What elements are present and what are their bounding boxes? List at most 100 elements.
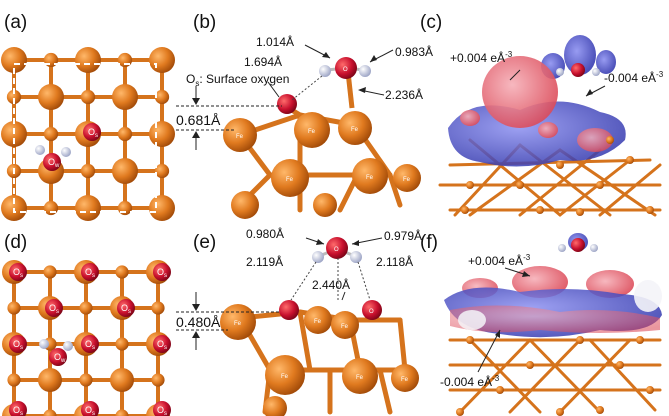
fe-atom <box>526 361 534 369</box>
fe-atom <box>115 265 129 279</box>
svg-text:Fe: Fe <box>341 324 349 330</box>
fe-atom <box>79 301 93 315</box>
fe-atom <box>154 163 170 179</box>
fe-atom <box>112 84 138 110</box>
fe-atom <box>115 337 129 351</box>
surface-oxygen-label: Os: Surface oxygen <box>186 72 289 88</box>
panel-b-side-view: Fe Fe Fe Fe Fe Fe O <box>176 44 421 219</box>
distance-label-fe-o: 2.236Å <box>385 87 423 102</box>
svg-text:O: O <box>334 247 339 253</box>
surface-oxygen-atom <box>279 300 299 320</box>
svg-text:Fe: Fe <box>401 377 409 383</box>
fe-atom <box>636 336 644 344</box>
ow-atom-label: Ow <box>54 352 66 364</box>
os-atom-label: Os <box>88 127 98 139</box>
ow-atom-label: Ow <box>48 157 60 169</box>
positive-density-label-f: +0.004 eÅ-3 <box>468 253 531 268</box>
os-atom-label: Os <box>85 267 95 279</box>
fe-atom <box>112 158 138 184</box>
svg-text:Fe: Fe <box>366 175 374 181</box>
fe-atom <box>43 265 57 279</box>
water-hydrogen-atom <box>39 339 49 349</box>
os-atom-label: Os <box>85 405 95 416</box>
fe-atom <box>75 47 101 73</box>
fe-atom <box>556 161 564 169</box>
panel-c-charge-density <box>438 35 662 217</box>
distance-label-oh-1: 1.014Å <box>256 34 294 49</box>
os-atom-label: Os <box>13 405 23 416</box>
negative-density-label-f: -0.004 eÅ-3 <box>440 374 500 389</box>
fe-atom <box>456 408 464 416</box>
os-atom-label: Os <box>121 303 131 315</box>
surface-oxygen-atom <box>81 263 99 281</box>
distance-label-o-o-e: 2.440Å <box>312 277 350 292</box>
fe-atom <box>536 206 544 214</box>
fe-atom <box>6 89 22 105</box>
water-oxygen-atom <box>49 348 67 366</box>
svg-text:O: O <box>343 67 348 73</box>
os-atom-label: Os <box>13 339 23 351</box>
fe-atom <box>43 52 59 68</box>
fe-atom <box>117 126 133 142</box>
water-hydrogen-atom <box>359 65 371 77</box>
fe-atom <box>149 121 175 147</box>
distance-label-oh-1-e: 0.980Å <box>246 226 284 241</box>
negative-density-label-c: -0.004 eÅ-3 <box>604 70 664 85</box>
fe-atom <box>38 84 64 110</box>
os-atom-label: Os <box>157 267 167 279</box>
svg-text:Fe: Fe <box>234 321 242 327</box>
surface-oxygen-atom <box>83 123 101 141</box>
water-hydrogen-atom <box>61 147 71 157</box>
panel-e-side-view: Fe Fe Fe Fe Fe Fe O O <box>176 237 419 416</box>
fe-atom <box>154 89 170 105</box>
distance-label-hbond: 1.694Å <box>244 54 282 69</box>
svg-text:Fe: Fe <box>356 375 364 381</box>
os-atom-label: Os <box>157 405 167 416</box>
fe-atom <box>149 195 175 221</box>
fe-atom <box>461 206 469 214</box>
panel-label-a: (a) <box>4 12 27 33</box>
fe-atom <box>7 373 21 387</box>
surface-oxygen-atom <box>9 401 27 416</box>
fe-atom <box>596 181 604 189</box>
fe-atom <box>7 301 21 315</box>
svg-text:Fe: Fe <box>308 129 316 135</box>
fe-atom <box>606 136 614 144</box>
fe-atom <box>79 373 93 387</box>
water-hydrogen-atom <box>319 65 331 77</box>
surface-oxygen-atom <box>9 335 27 353</box>
surface-oxygen-atom <box>153 263 171 281</box>
fe-atom <box>466 181 474 189</box>
panel-label-c: (c) <box>420 12 442 33</box>
fe-atom <box>80 89 96 105</box>
fe-atom <box>646 386 654 394</box>
height-label-b: 0.681Å <box>176 112 221 128</box>
distance-label-oh-2: 0.983Å <box>395 44 433 59</box>
fe-atom <box>151 373 165 387</box>
fe-atom <box>110 368 134 392</box>
surface-oxygen-atom <box>277 94 297 114</box>
panel-label-f: (f) <box>420 232 438 253</box>
water-hydrogen-atom <box>350 251 362 263</box>
height-label-e: 0.480Å <box>176 314 221 330</box>
surface-oxygen-atom <box>81 335 99 353</box>
distance-label-hbond-2-e: 2.118Å <box>376 254 413 269</box>
panel-label-e: (e) <box>193 232 216 253</box>
fe-atom <box>38 368 62 392</box>
fe-atom <box>149 47 175 73</box>
fe-atom <box>117 200 133 216</box>
svg-text:O: O <box>369 309 374 315</box>
svg-text:Fe: Fe <box>281 374 289 380</box>
surface-oxygen-atom <box>153 401 171 416</box>
surface-oxygen-atom <box>362 300 382 320</box>
svg-text:Fe: Fe <box>236 134 244 140</box>
positive-density-label-c: +0.004 eÅ-3 <box>450 50 513 65</box>
svg-text:Fe: Fe <box>286 177 294 183</box>
fe-atom <box>466 336 474 344</box>
svg-text:Fe: Fe <box>351 127 359 133</box>
fe-atom <box>43 200 59 216</box>
surface-oxygen-atom <box>153 335 171 353</box>
os-atom-label: Os <box>13 267 23 279</box>
unit-cell-box <box>13 63 157 213</box>
